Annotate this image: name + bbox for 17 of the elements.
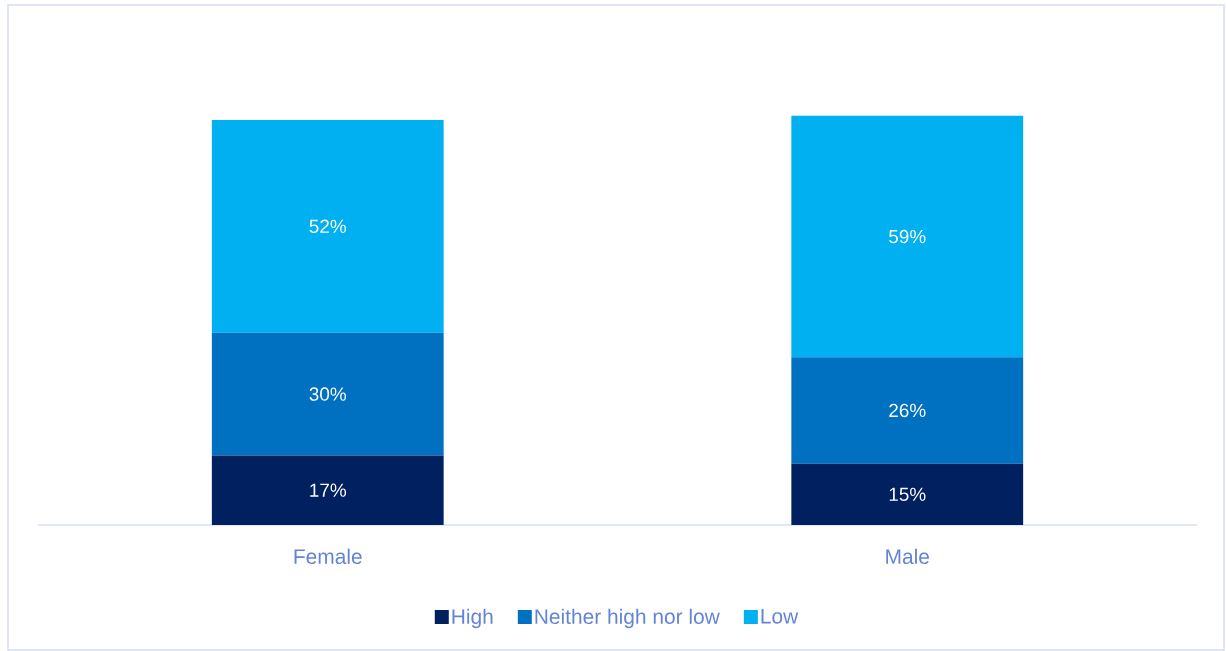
data-label: 15% <box>889 487 926 501</box>
x-tick-label: Male <box>886 548 929 565</box>
x-tick-label: Female <box>294 548 362 565</box>
bar <box>791 115 1024 358</box>
data-label: 59% <box>889 229 926 244</box>
bar <box>791 357 1024 464</box>
bar <box>211 455 444 525</box>
data-label: 26% <box>889 403 926 418</box>
legend-label: Neither high nor low <box>535 608 720 629</box>
bar <box>791 463 1024 525</box>
data-label: 17% <box>310 483 347 497</box>
legend-label: High <box>452 608 493 629</box>
bar <box>211 119 444 333</box>
bar <box>211 332 444 456</box>
data-label: 30% <box>309 387 347 401</box>
legend-label: Low <box>761 609 799 624</box>
data-label: 52% <box>309 219 347 234</box>
